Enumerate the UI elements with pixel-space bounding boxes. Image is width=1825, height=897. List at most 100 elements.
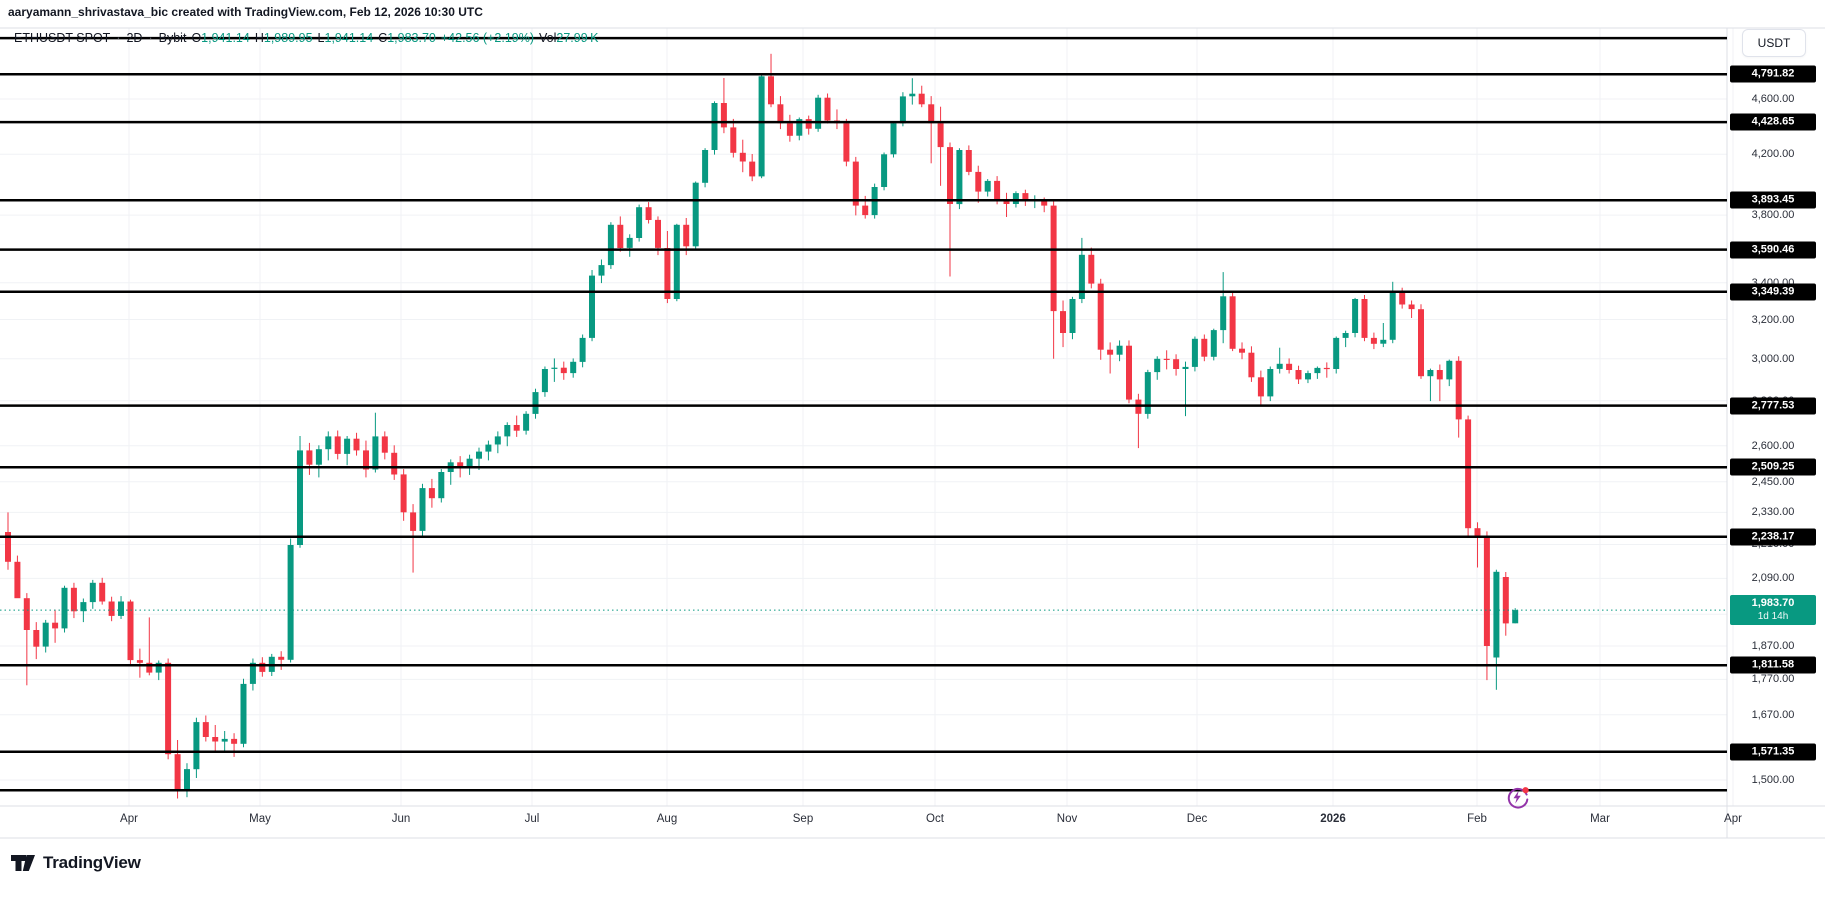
time-tick-label: Jul (524, 813, 540, 825)
candle-body (786, 123, 793, 136)
candle-body (758, 76, 765, 177)
bar-countdown: 1d 14h (1757, 611, 1789, 623)
symbol-legend[interactable]: ETHUSDT SPOT · 2D · Bybit O1,941.14 H1,9… (14, 31, 599, 45)
candle-body (1483, 536, 1490, 646)
candle-body (1502, 577, 1509, 624)
candle-body (202, 722, 209, 737)
time-tick-label: Mar (1590, 813, 1610, 825)
candle-body (1116, 345, 1123, 355)
candle-body (1201, 338, 1208, 357)
candle-body (14, 561, 21, 599)
candle-body (89, 582, 96, 603)
candle-body (673, 224, 680, 299)
time-tick-label: Nov (1056, 813, 1078, 825)
candle-body (297, 450, 303, 545)
candle-body (1427, 370, 1434, 377)
candle-body (372, 436, 379, 470)
candle-body (1446, 360, 1453, 380)
candle-body (165, 662, 172, 755)
candle-body (702, 150, 709, 183)
candle-body (1154, 358, 1161, 373)
candle-body (1314, 367, 1321, 374)
candle-body (711, 103, 718, 150)
interval-label[interactable]: 2D (126, 31, 143, 45)
current-price-value: 1,983.70 (1751, 597, 1795, 610)
level-price-badge: 1,571.35 (1730, 743, 1816, 761)
candle-body (1493, 571, 1500, 658)
price-tick-label: 2,600.00 (1751, 439, 1795, 452)
time-tick-label: Apr (1724, 813, 1742, 825)
candle-body (843, 123, 850, 162)
candle-body (5, 532, 11, 562)
candle-body (1512, 610, 1519, 624)
candle-body (1455, 360, 1462, 420)
candle-body (909, 93, 916, 97)
candle-body (984, 180, 991, 192)
price-tick-label: 1,500.00 (1751, 773, 1795, 786)
candle-body (1097, 283, 1104, 350)
time-tick-label: Aug (656, 813, 678, 825)
candle-body (749, 161, 756, 177)
candles-layer (5, 53, 1519, 799)
candle-body (278, 656, 285, 660)
candle-body (391, 452, 398, 475)
candle-body (1163, 358, 1170, 360)
candle-body (965, 150, 972, 172)
candle-body (325, 436, 332, 450)
candle-body (1436, 370, 1443, 380)
candle-body (174, 754, 181, 790)
level-price-badge: 3,349.39 (1730, 283, 1816, 301)
candle-body (683, 224, 690, 247)
level-price-badge: 3,893.45 (1730, 191, 1816, 209)
candle-body (824, 97, 831, 121)
price-tick-label: 3,800.00 (1751, 209, 1795, 222)
volume-value: Vol27.99 K (539, 31, 599, 45)
candle-body (80, 602, 87, 612)
level-price-badge: 2,777.53 (1730, 397, 1816, 415)
ohlc-open: O1,941.14 (191, 31, 250, 45)
candle-body (890, 123, 897, 155)
price-tick-label: 4,200.00 (1751, 148, 1795, 161)
candle-body (363, 450, 369, 470)
candle-body (994, 180, 1001, 200)
candle-body (400, 474, 407, 513)
time-tick-label: Jun (391, 813, 411, 825)
legend-separator: · (148, 31, 153, 45)
price-axis[interactable]: 4,600.004,200.003,800.003,400.003,200.00… (1727, 28, 1825, 838)
candle-body (33, 630, 40, 647)
tradingview-logo[interactable]: TradingView (10, 850, 141, 876)
candle-body (560, 367, 567, 374)
candle-body (1173, 359, 1180, 369)
price-tick-label: 1,670.00 (1751, 708, 1795, 721)
candle-body (42, 622, 49, 647)
candle-body (1191, 338, 1198, 367)
candle-body (70, 587, 77, 612)
candle-body (1408, 304, 1415, 310)
candle-body (1370, 337, 1377, 344)
candle-body (1295, 370, 1302, 380)
candle-body (1041, 200, 1048, 206)
symbol-name[interactable]: ETHUSDT SPOT (14, 31, 111, 45)
candle-body (193, 722, 200, 770)
candle-body (947, 147, 953, 204)
candle-body (1088, 254, 1095, 284)
currency-unit-button[interactable]: USDT (1742, 29, 1806, 57)
time-axis[interactable]: Apr May Jun Jul Aug Sep Oct Nov Dec 2026 Feb Mar Apr (0, 806, 1825, 838)
level-price-badge: 1,811.58 (1730, 656, 1816, 674)
time-tick-label: 2026 (1320, 813, 1346, 825)
candle-body (881, 154, 888, 187)
candle-body (1078, 254, 1085, 299)
boost-lightning-icon[interactable] (1504, 784, 1530, 810)
candle-body (353, 438, 360, 451)
candle-body (419, 488, 426, 531)
candle-body (645, 207, 652, 220)
candle-body (1022, 193, 1029, 201)
candle-body (541, 369, 548, 393)
ohlc-low: L1,941.14 (317, 31, 374, 45)
candle-body (1361, 299, 1368, 338)
level-price-badge: 2,509.25 (1730, 458, 1816, 476)
candle-body (928, 104, 935, 124)
candle-body (334, 436, 341, 454)
candle-body (513, 425, 520, 431)
